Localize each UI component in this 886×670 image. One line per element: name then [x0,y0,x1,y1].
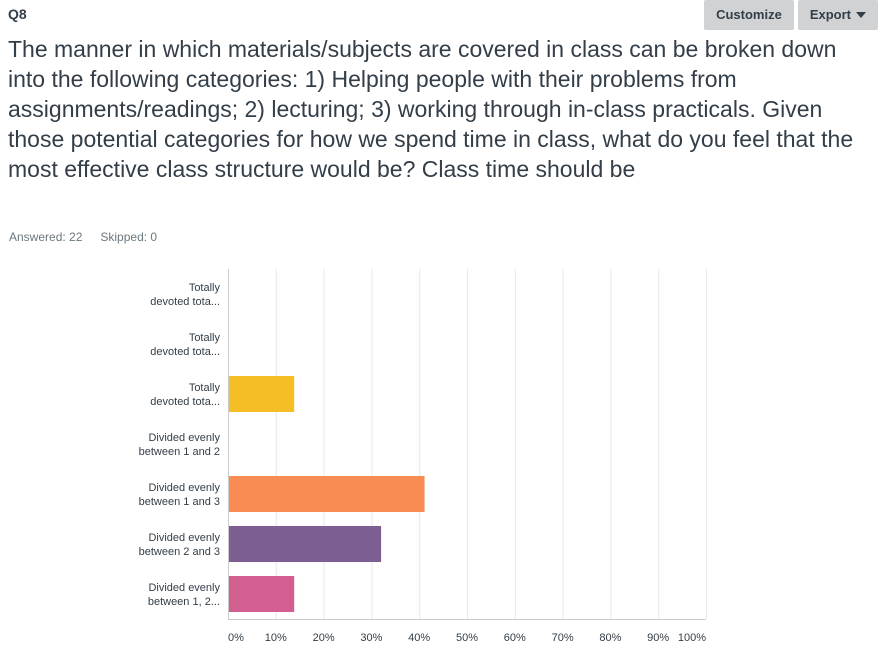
category-label: devoted tota... [150,296,220,308]
customize-button[interactable]: Customize [704,0,794,30]
export-button[interactable]: Export [797,0,878,30]
category-label: between 1, 2... [148,596,220,608]
question-number: Q8 [8,6,27,22]
x-tick-label: 90% [647,632,669,644]
answered-count: Answered: 22 [9,230,83,244]
x-tick-label: 50% [456,632,478,644]
bar [229,476,425,512]
category-label: Divided evenly [148,582,220,594]
customize-label: Customize [716,7,782,22]
response-stats: Answered: 22 Skipped: 0 [9,230,157,244]
category-label: Divided evenly [148,482,220,494]
category-label: between 2 and 3 [139,546,220,558]
export-label: Export [809,7,851,22]
x-tick-label: 30% [360,632,382,644]
x-tick-label: 80% [599,632,621,644]
x-tick-label: 20% [313,632,335,644]
category-label: Totally [189,332,221,344]
bar [229,526,382,562]
toolbar: Customize Export [704,0,878,30]
category-label: Totally [189,282,221,294]
x-tick-label: 70% [552,632,574,644]
x-tick-label: 60% [504,632,526,644]
skipped-count: Skipped: 0 [100,230,158,244]
bar [229,576,295,612]
category-label: between 1 and 3 [139,496,220,508]
x-tick-label: 40% [408,632,430,644]
x-tick-label: 0% [228,632,244,644]
x-tick-label: 100% [678,632,706,644]
x-tick-label: 10% [265,632,287,644]
category-label: devoted tota... [150,346,220,358]
category-label: Divided evenly [148,432,220,444]
category-label: Divided evenly [148,532,220,544]
caret-down-icon [856,12,866,18]
category-label: between 1 and 2 [139,446,220,458]
category-label: Totally [189,382,221,394]
category-label: devoted tota... [150,396,220,408]
bar [229,376,295,412]
question-text: The manner in which materials/subjects a… [8,36,854,182]
